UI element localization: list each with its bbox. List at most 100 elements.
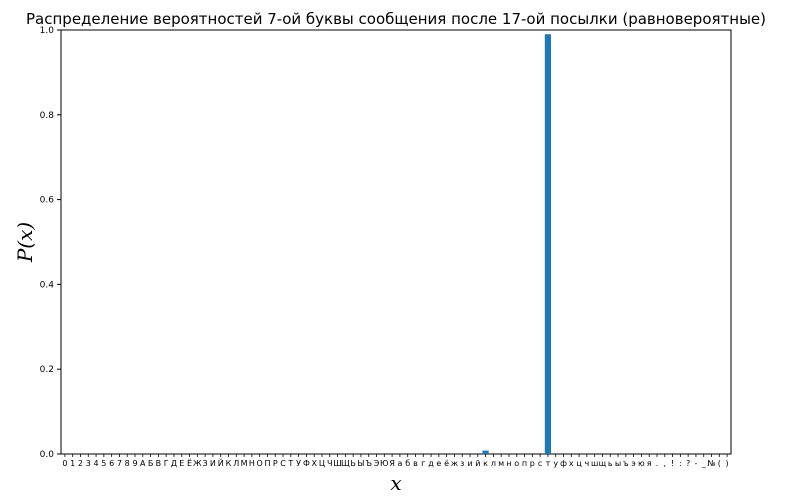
x-tick-label: ) [726, 459, 729, 468]
x-tick-label: 1 [70, 459, 75, 468]
x-tick-label: й [475, 459, 480, 468]
x-tick-label: Щ [341, 459, 350, 468]
x-tick-label: _ [701, 459, 707, 468]
x-tick-label: п [522, 459, 527, 468]
x-tick-label: ( [718, 459, 721, 468]
x-tick-label: в [413, 459, 418, 468]
x-tick-label: 6 [109, 459, 114, 468]
x-tick-label: Ф [303, 459, 310, 468]
x-tick-label: я [647, 459, 652, 468]
x-tick-label: : [679, 459, 682, 468]
x-tick-label: ш [591, 459, 598, 468]
x-tick-label: ю [638, 459, 645, 468]
x-tick-label: - [694, 459, 697, 468]
x-tick-label: Ц [319, 459, 325, 468]
x-tick-label: л [491, 459, 496, 468]
x-tick-label: В [156, 459, 162, 468]
plot-area [60, 29, 732, 455]
x-tick-label: А [140, 459, 146, 468]
x-tick-label: ? [686, 459, 690, 468]
x-tick-label: ё [444, 459, 449, 468]
x-tick-label: ж [451, 459, 458, 468]
x-tick-label: ч [585, 459, 590, 468]
x-tick-label: Р [273, 459, 278, 468]
x-tick-label: 4 [94, 459, 99, 468]
x-tick-label: Л [233, 459, 239, 468]
x-tick-label: Ё [187, 458, 192, 468]
x-tick-label: П [264, 459, 270, 468]
x-tick-label: Ж [193, 459, 202, 468]
x-tick-label: 8 [125, 459, 130, 468]
x-tick-label: Н [249, 459, 255, 468]
x-tick-label: 7 [117, 459, 122, 468]
x-tick-label: ф [560, 459, 567, 468]
x-tick-label: Й [218, 457, 224, 468]
x-tick-label: а [397, 459, 402, 468]
bar-т [544, 34, 552, 455]
x-tick-label: Б [148, 459, 154, 468]
x-tick-label: Ч [327, 459, 332, 468]
x-tick-label: ы [615, 459, 621, 468]
x-tick-label: У [296, 459, 301, 468]
x-tick-label: 9 [132, 459, 137, 468]
x-tick-label: ! [671, 459, 674, 468]
x-tick-label: М [241, 459, 248, 468]
y-tick-label: 0.0 [40, 450, 55, 460]
x-tick-label: з [460, 459, 464, 468]
x-tick-label: , [664, 459, 667, 468]
x-tick-label: Е [179, 459, 184, 468]
bar-к [482, 450, 489, 454]
x-tick-label: ц [576, 459, 582, 468]
x-tick-label: О [257, 459, 263, 468]
x-tick-label: с [538, 459, 542, 468]
x-tick-label: Х [311, 459, 317, 468]
y-tick-label: 0.2 [40, 365, 54, 375]
x-tick-label: т [546, 459, 551, 468]
chart-title: Распределение вероятностей 7-ой буквы со… [26, 10, 766, 28]
x-tick-label: у [553, 459, 558, 468]
x-tick-label: р [530, 459, 535, 468]
x-tick-label: И [210, 459, 216, 468]
x-tick-label: Ю [380, 459, 389, 468]
y-axis-label: P(x) [13, 222, 37, 263]
bars [482, 34, 552, 455]
x-axis-label: x [390, 471, 401, 495]
x-tick-label: Ъ [365, 459, 372, 468]
x-tick-label: 2 [78, 459, 83, 468]
x-tick-label: щ [599, 459, 607, 468]
x-tick-label: Ы [357, 459, 364, 468]
x-tick-label: м [498, 459, 504, 468]
x-tick-label: Ь [350, 459, 356, 468]
x-tick-label: 0 [62, 459, 67, 468]
x-tick-label: ъ [623, 459, 629, 468]
x-tick-label: д [428, 459, 434, 468]
y-tick-label: 1.0 [40, 26, 55, 36]
x-tick-label: ь [608, 459, 613, 468]
x-tick-label: о [514, 459, 519, 468]
x-tick-label: б [405, 459, 410, 468]
x-tick-label: С [280, 459, 286, 468]
y-tick-label: 0.6 [40, 196, 55, 206]
x-tick-label: э [631, 459, 635, 468]
x-tick-label: 5 [101, 459, 106, 468]
plot-frame [60, 29, 732, 455]
x-tick-label: к [483, 459, 488, 468]
y-axis: 0.0 0.2 0.4 0.6 0.8 1.0 [40, 26, 61, 460]
x-tick-label: и [467, 459, 472, 468]
x-tick-label: х [569, 459, 574, 468]
x-tick-label: З [203, 459, 208, 468]
y-tick-label: 0.8 [40, 111, 55, 121]
x-tick-label: . [656, 459, 659, 468]
x-tick-label: 3 [86, 459, 91, 468]
x-tick-label: Я [389, 459, 395, 468]
y-tick-label: 0.4 [40, 280, 55, 290]
x-tick-label: № [707, 459, 716, 468]
x-tick-label: Д [171, 459, 177, 468]
x-tick-label: Э [374, 459, 380, 468]
x-tick-label: Т [287, 459, 293, 468]
x-tick-label: Г [164, 459, 169, 468]
x-tick-label: е [436, 459, 441, 468]
x-tick-label: н [506, 459, 511, 468]
